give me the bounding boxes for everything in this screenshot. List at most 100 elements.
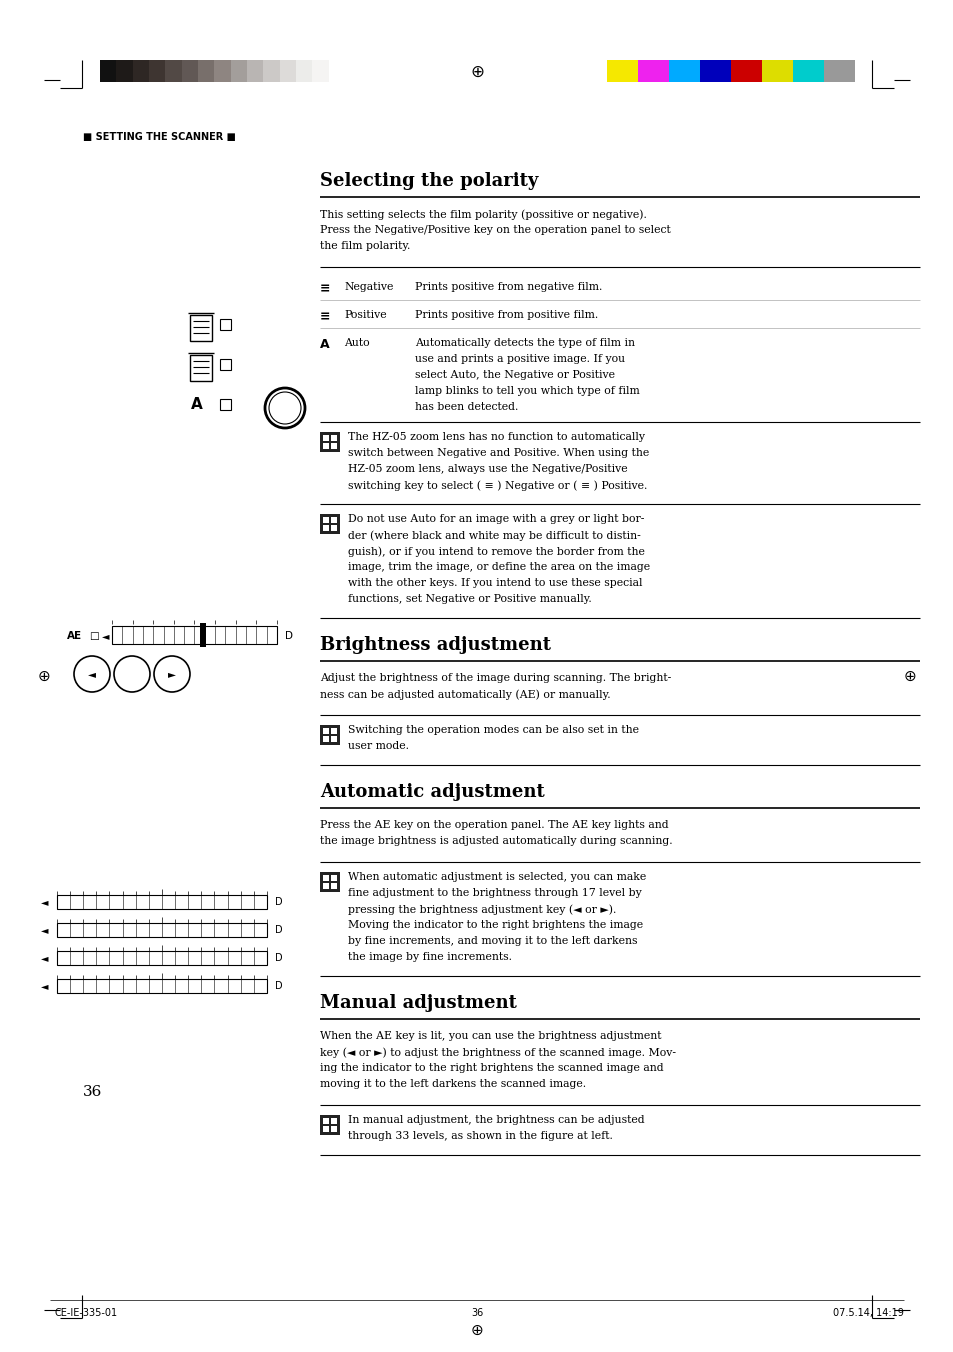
- Text: Auto: Auto: [344, 338, 369, 347]
- Text: pressing the brightness adjustment key (◄ or ►).: pressing the brightness adjustment key (…: [348, 904, 616, 914]
- Bar: [331, 435, 336, 441]
- Text: Moving the indicator to the right brightens the image: Moving the indicator to the right bright…: [348, 919, 642, 930]
- Bar: [220, 399, 231, 410]
- Bar: [199, 623, 206, 648]
- Bar: [323, 516, 329, 523]
- Text: D: D: [274, 982, 282, 991]
- Bar: [761, 59, 793, 82]
- Bar: [112, 626, 276, 644]
- Bar: [331, 735, 336, 742]
- Text: ◄: ◄: [41, 925, 49, 936]
- Bar: [331, 443, 336, 449]
- Text: Automatic adjustment: Automatic adjustment: [319, 783, 544, 800]
- Bar: [220, 360, 231, 370]
- Text: 36: 36: [83, 1086, 102, 1099]
- Text: the image brightness is adjusted automatically during scanning.: the image brightness is adjusted automat…: [319, 836, 672, 846]
- Bar: [190, 356, 212, 381]
- Text: Adjust the brightness of the image during scanning. The bright-: Adjust the brightness of the image durin…: [319, 673, 671, 683]
- Bar: [279, 59, 296, 82]
- Text: Do not use Auto for an image with a grey or light bor-: Do not use Auto for an image with a grey…: [348, 514, 643, 525]
- Text: functions, set Negative or Positive manually.: functions, set Negative or Positive manu…: [348, 594, 591, 604]
- Text: ◄: ◄: [88, 669, 96, 679]
- Bar: [323, 525, 329, 531]
- Text: der (where black and white may be difficult to distin-: der (where black and white may be diffic…: [348, 530, 640, 541]
- Text: In manual adjustment, the brightness can be adjusted: In manual adjustment, the brightness can…: [348, 1115, 644, 1125]
- Bar: [149, 59, 166, 82]
- Text: the image by fine increments.: the image by fine increments.: [348, 952, 512, 963]
- Text: AE: AE: [67, 631, 82, 641]
- Bar: [331, 883, 336, 890]
- Text: ⊕: ⊕: [37, 668, 51, 684]
- Text: image, trim the image, or define the area on the image: image, trim the image, or define the are…: [348, 562, 649, 572]
- Bar: [700, 59, 731, 82]
- Text: ≡: ≡: [319, 310, 330, 323]
- Text: When automatic adjustment is selected, you can make: When automatic adjustment is selected, y…: [348, 872, 645, 882]
- Text: fine adjustment to the brightness through 17 level by: fine adjustment to the brightness throug…: [348, 888, 641, 898]
- Text: ◄: ◄: [102, 631, 110, 641]
- Text: The HZ-05 zoom lens has no function to automatically: The HZ-05 zoom lens has no function to a…: [348, 433, 644, 442]
- Text: has been detected.: has been detected.: [415, 402, 517, 412]
- Text: A: A: [191, 397, 203, 412]
- Text: by fine increments, and moving it to the left darkens: by fine increments, and moving it to the…: [348, 936, 637, 946]
- Text: 36: 36: [471, 1307, 482, 1318]
- Bar: [331, 875, 336, 882]
- Text: use and prints a positive image. If you: use and prints a positive image. If you: [415, 354, 624, 364]
- Text: ⊕: ⊕: [470, 1322, 483, 1337]
- Text: CE-IE-335-01: CE-IE-335-01: [55, 1307, 118, 1318]
- Text: ◄: ◄: [41, 896, 49, 907]
- Bar: [331, 727, 336, 734]
- Bar: [323, 883, 329, 890]
- Text: select Auto, the Negative or Positive: select Auto, the Negative or Positive: [415, 370, 615, 380]
- Bar: [323, 1126, 329, 1132]
- Bar: [323, 735, 329, 742]
- Bar: [329, 59, 345, 82]
- Text: with the other keys. If you intend to use these special: with the other keys. If you intend to us…: [348, 579, 641, 588]
- Text: ►: ►: [168, 669, 175, 679]
- Bar: [323, 1118, 329, 1124]
- Text: ing the indicator to the right brightens the scanned image and: ing the indicator to the right brightens…: [319, 1063, 663, 1073]
- Text: through 33 levels, as shown in the figure at left.: through 33 levels, as shown in the figur…: [348, 1132, 612, 1141]
- Text: guish), or if you intend to remove the border from the: guish), or if you intend to remove the b…: [348, 546, 644, 557]
- Text: A: A: [319, 338, 330, 352]
- Bar: [319, 1115, 339, 1134]
- Text: user mode.: user mode.: [348, 741, 409, 750]
- Bar: [263, 59, 280, 82]
- Text: Switching the operation modes can be also set in the: Switching the operation modes can be als…: [348, 725, 639, 735]
- Bar: [132, 59, 150, 82]
- Text: D: D: [274, 896, 282, 907]
- Text: 07.5.14, 14:19: 07.5.14, 14:19: [832, 1307, 903, 1318]
- Bar: [295, 59, 313, 82]
- Bar: [331, 1118, 336, 1124]
- Bar: [323, 443, 329, 449]
- Bar: [319, 725, 339, 745]
- Bar: [165, 59, 182, 82]
- Bar: [312, 59, 329, 82]
- Text: Prints positive from negative film.: Prints positive from negative film.: [415, 283, 601, 292]
- Bar: [57, 979, 267, 992]
- Bar: [323, 727, 329, 734]
- Bar: [247, 59, 264, 82]
- Text: ■ SETTING THE SCANNER ■: ■ SETTING THE SCANNER ■: [83, 132, 235, 142]
- Text: Selecting the polarity: Selecting the polarity: [319, 172, 537, 191]
- Bar: [319, 872, 339, 892]
- Bar: [181, 59, 198, 82]
- Text: When the AE key is lit, you can use the brightness adjustment: When the AE key is lit, you can use the …: [319, 1032, 660, 1041]
- Text: switching key to select ( ≡ ) Negative or ( ≡ ) Positive.: switching key to select ( ≡ ) Negative o…: [348, 480, 647, 491]
- Text: Automatically detects the type of film in: Automatically detects the type of film i…: [415, 338, 635, 347]
- Bar: [823, 59, 855, 82]
- Text: D: D: [285, 631, 293, 641]
- Bar: [331, 1126, 336, 1132]
- Text: Positive: Positive: [344, 310, 386, 320]
- Bar: [323, 875, 329, 882]
- Bar: [220, 319, 231, 330]
- Bar: [190, 315, 212, 341]
- Text: ⊕: ⊕: [902, 668, 916, 684]
- Bar: [331, 525, 336, 531]
- Text: ◄: ◄: [41, 953, 49, 963]
- Text: moving it to the left darkens the scanned image.: moving it to the left darkens the scanne…: [319, 1079, 585, 1088]
- Bar: [116, 59, 133, 82]
- Bar: [730, 59, 761, 82]
- Text: Negative: Negative: [344, 283, 393, 292]
- Text: Press the AE key on the operation panel. The AE key lights and: Press the AE key on the operation panel.…: [319, 821, 668, 830]
- Text: Prints positive from positive film.: Prints positive from positive film.: [415, 310, 598, 320]
